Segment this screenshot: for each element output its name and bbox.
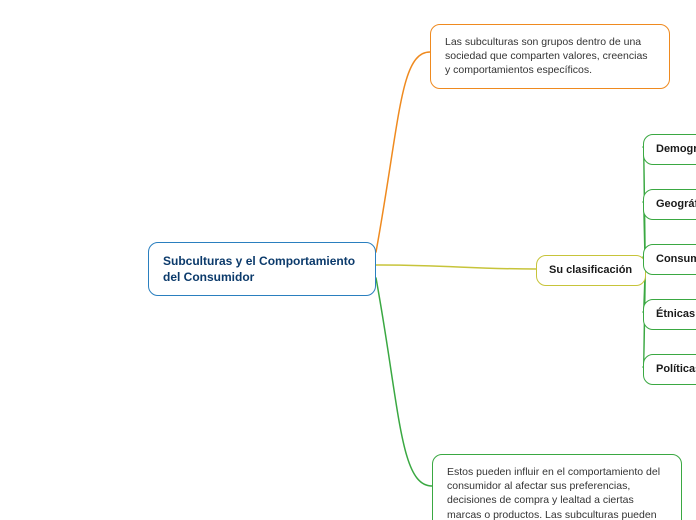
leaf-node[interactable]: Consumo y hábitos: [643, 244, 696, 275]
leaf-node[interactable]: Étnicas y culturales: [643, 299, 696, 330]
branch-influ[interactable]: Estos pueden influir en el comportamient…: [432, 454, 682, 520]
leaf-node[interactable]: Geográficas: [643, 189, 696, 220]
leaf-label: Demográficas: [656, 143, 696, 155]
branch-def[interactable]: Las subculturas son grupos dentro de una…: [430, 24, 670, 89]
leaf-label: Políticas: [656, 363, 696, 375]
leaf-node[interactable]: Demográficas: [643, 134, 696, 165]
leaf-node[interactable]: Políticas: [643, 354, 696, 385]
branch-label: Su clasificación: [549, 264, 632, 276]
leaf-label: Étnicas y culturales: [656, 308, 696, 320]
branch-clasif[interactable]: Su clasificación: [536, 255, 646, 286]
branch-label: Estos pueden influir en el comportamient…: [447, 466, 660, 520]
root-node[interactable]: Subculturas y el Comportamiento del Cons…: [148, 242, 376, 296]
leaf-label: Consumo y hábitos: [656, 253, 696, 265]
root-label: Subculturas y el Comportamiento del Cons…: [163, 254, 355, 284]
leaf-label: Geográficas: [656, 198, 696, 210]
branch-label: Las subculturas son grupos dentro de una…: [445, 36, 648, 76]
